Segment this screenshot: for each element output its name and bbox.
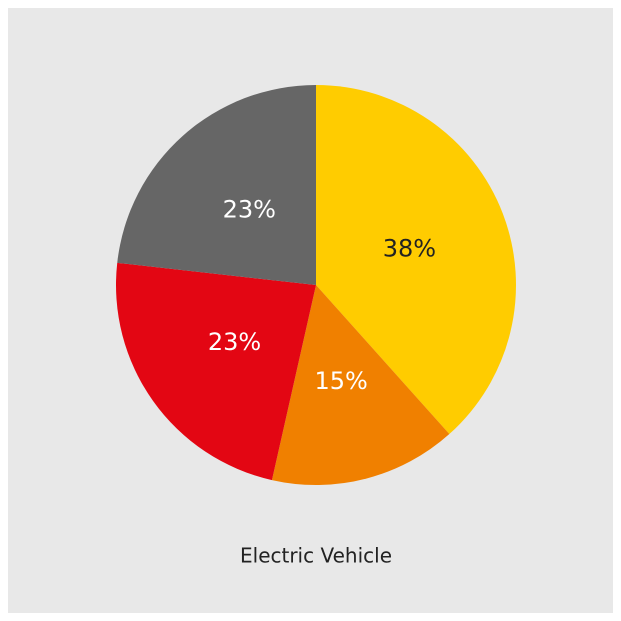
data-label: 15% (314, 367, 367, 395)
chart-title: Electric Vehicle (240, 544, 392, 568)
pie-slice (271, 285, 450, 485)
pie-slice (316, 85, 517, 435)
data-label: 23% (223, 195, 276, 223)
pie-slice (116, 262, 316, 481)
pie-slice (117, 85, 317, 285)
data-label: 23% (208, 328, 261, 356)
data-label: 38% (383, 234, 436, 262)
